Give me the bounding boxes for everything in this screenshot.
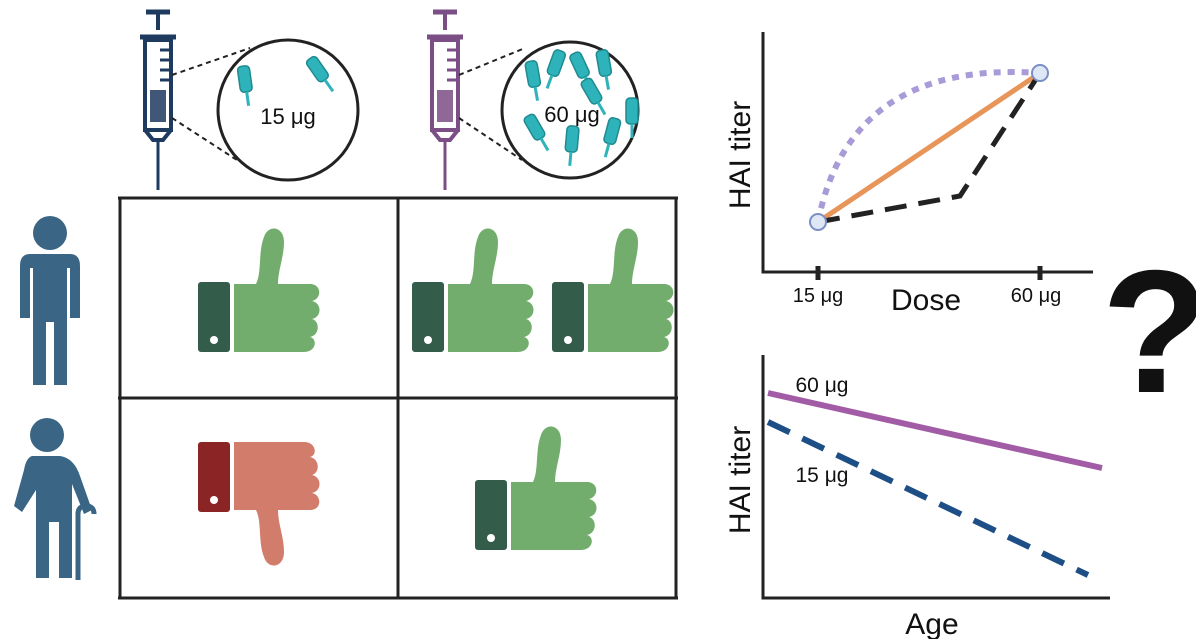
circle-shape (1031, 64, 1049, 82)
circle-shape (33, 216, 67, 250)
question-mark: ? (1102, 235, 1196, 430)
polyline-shape (817, 71, 1043, 225)
series-label: 15 μg (796, 464, 849, 487)
x-axis-label: Dose (891, 284, 961, 317)
use-shape (427, 12, 463, 190)
thumb-up (412, 228, 534, 352)
cuff-dot (210, 496, 218, 504)
line-shape (767, 390, 1103, 471)
thumb-down (198, 442, 320, 566)
elderly-icon (14, 418, 97, 580)
outcome-grid (118, 196, 678, 600)
y-axis-label: HAI titer (724, 101, 757, 209)
series-label: 60 μg (796, 374, 849, 397)
thumb-up (475, 426, 597, 550)
path-shape (234, 442, 320, 566)
line-shape (171, 117, 241, 163)
adult-icon (20, 216, 80, 385)
high-dose-syringe: 60 μg (427, 12, 640, 190)
thumb-up (198, 228, 320, 352)
x-axis-label: Age (905, 608, 958, 639)
line-shape (458, 117, 523, 161)
path-shape (75, 503, 97, 580)
y-axis-label: HAI titer (724, 426, 757, 534)
line-shape (766, 419, 1090, 578)
thumb-up (552, 228, 674, 352)
circle-shape (30, 418, 64, 452)
dose-label: 60 μg (544, 102, 600, 127)
line-shape (816, 70, 1042, 225)
x-tick-label: 15 μg (793, 285, 843, 307)
low-dose-syringe: 15 μg (140, 12, 360, 190)
path-shape (815, 69, 1041, 223)
line-shape (171, 47, 251, 76)
dose-label: 15 μg (260, 104, 316, 129)
x-tick-label: 60 μg (1011, 285, 1061, 307)
polyline-shape (761, 355, 1110, 600)
path-shape (14, 456, 92, 578)
dose-plot: 15 μg 60 μg Dose HAI titer (724, 32, 1093, 317)
age-plot: 60 μg 15 μg Age HAI titer (724, 355, 1110, 641)
line-shape (458, 47, 526, 76)
circle-shape (809, 213, 827, 231)
rect-shape (198, 442, 230, 512)
polyline-shape (761, 32, 1093, 274)
use-shape (140, 12, 176, 190)
path-shape (20, 254, 80, 385)
